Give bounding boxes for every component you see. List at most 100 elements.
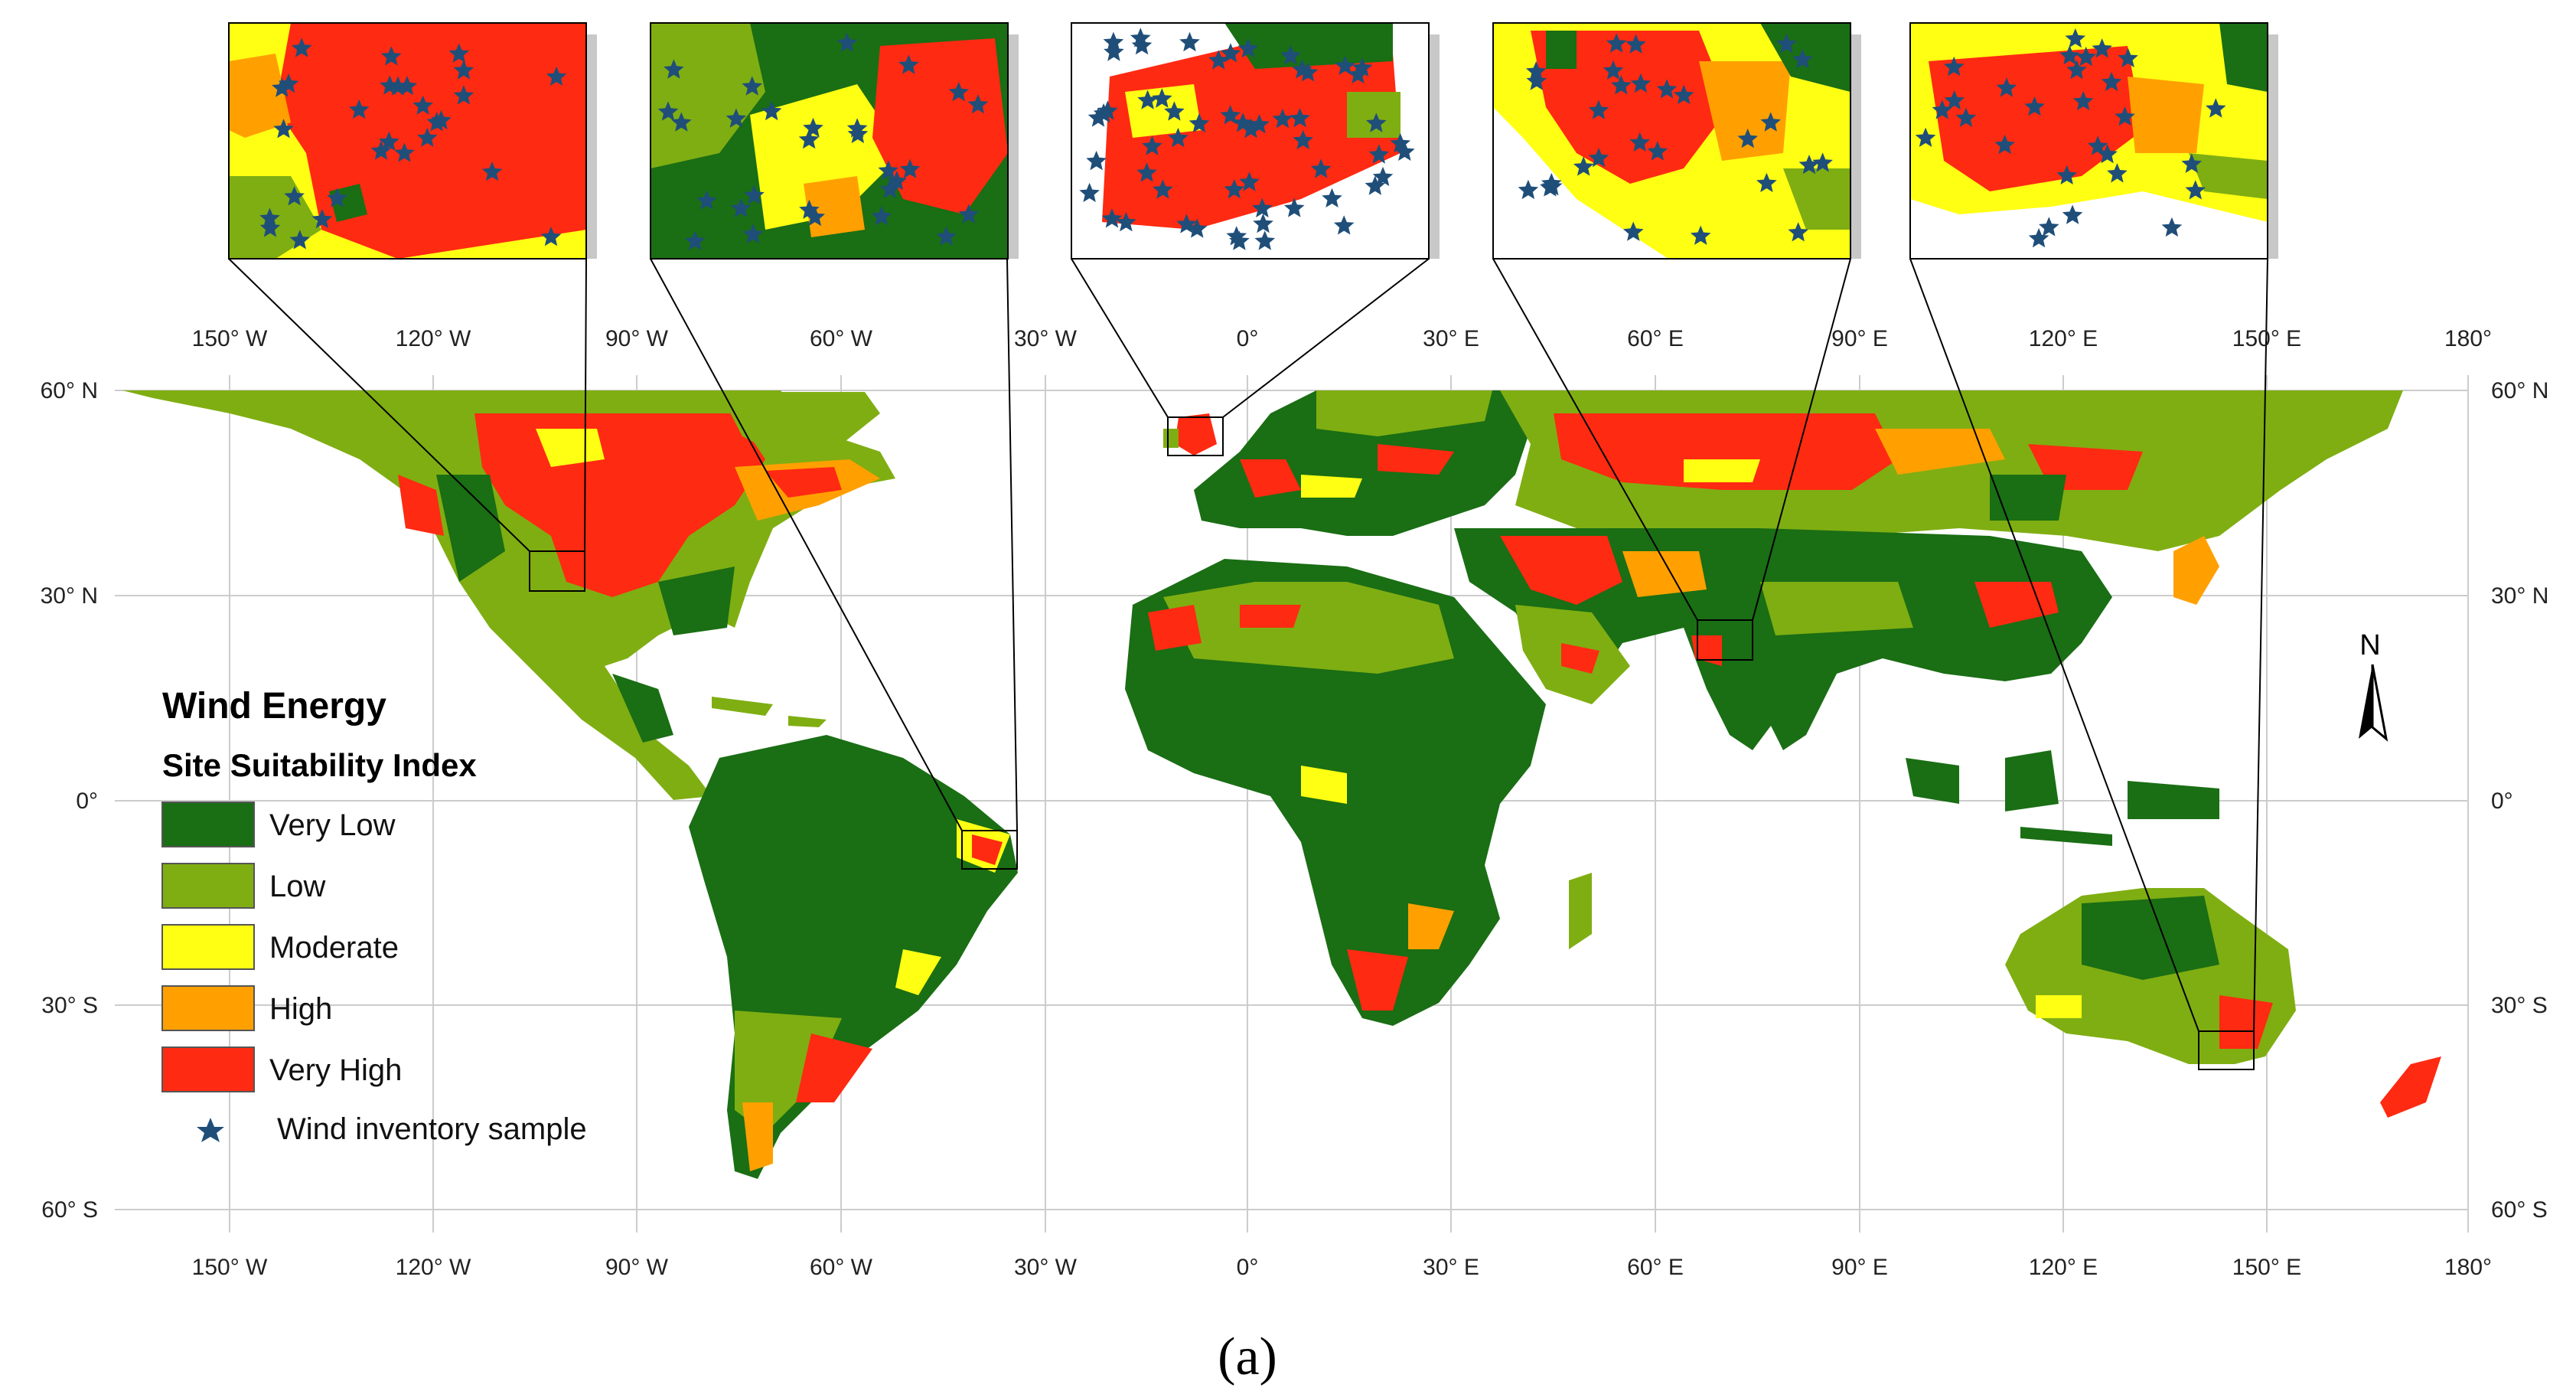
sample-star-icon (2097, 144, 2118, 164)
sample-star-icon (1622, 221, 1644, 241)
caribbean-islands (712, 697, 827, 727)
sample-star-icon (1101, 208, 1123, 228)
sample-star-icon (284, 186, 305, 206)
sample-star-icon (1541, 173, 1562, 193)
legend-class-label: High (269, 992, 332, 1026)
greenland (719, 392, 880, 459)
sample-star-icon (1526, 60, 1547, 80)
sample-star-icon (898, 54, 919, 74)
latitude-tick-right: 60° S (2491, 1197, 2548, 1223)
sample-star-icon (387, 76, 409, 96)
sample-star-icon (453, 60, 474, 80)
legend-swatch (161, 924, 255, 970)
sample-star-icon (1310, 158, 1332, 178)
sample-star-icon (1116, 211, 1136, 232)
longitude-tick-top: 150° W (192, 326, 268, 351)
sample-star-icon (1224, 179, 1245, 199)
sample-star-icon (1239, 171, 1260, 191)
longitude-tick-top: 60° W (810, 326, 873, 351)
legend-sample-label: Wind inventory sample (277, 1112, 587, 1146)
sample-star-icon (886, 171, 908, 191)
sample-star-icon (1168, 127, 1189, 148)
sample-star-icon (1237, 38, 1259, 58)
sample-star-icon (871, 206, 892, 226)
longitude-ticks-top: 150° W 120° W 90° W 60° W 30° W 0° 30° E 60° E 9… (192, 326, 2492, 351)
legend-swatch (161, 1047, 255, 1092)
longitude-tick-bottom: 30° E (1423, 1255, 1479, 1280)
sample-star-icon (1690, 225, 1711, 245)
north-arrow-label: N (2359, 629, 2380, 661)
sample-star-icon (726, 108, 747, 128)
sample-star-icon (1136, 162, 1157, 182)
legend-class-label: Low (269, 870, 325, 903)
sample-star-icon (1798, 155, 1820, 175)
south-america (689, 735, 1018, 1179)
sample-star-icon (1630, 73, 1652, 93)
sample-star-icon (836, 32, 858, 52)
sample-star-icon (1137, 90, 1158, 109)
sample-star-icon (803, 117, 823, 138)
longitude-tick-top: 180° (2444, 326, 2492, 351)
inset-panel-north-america (228, 22, 597, 260)
locator-box-australia (2198, 1030, 2255, 1070)
sample-star-icon (2181, 153, 2203, 173)
sample-star-icon (879, 178, 901, 198)
inset-connector-lines (228, 258, 2268, 1032)
star-icon (197, 1118, 224, 1142)
sample-star-icon (742, 224, 764, 243)
sample-star-icon (1629, 132, 1650, 152)
locator-box-north-america (529, 550, 585, 592)
sample-star-icon (327, 188, 347, 207)
sample-star-icon (761, 100, 782, 121)
sample-star-icon (1573, 156, 1594, 176)
sample-star-icon (1142, 136, 1162, 155)
sample-star-icon (481, 162, 503, 181)
sample-star-icon (878, 160, 899, 180)
legend-sample-entry: Wind inventory sample (197, 1112, 587, 1146)
sample-star-icon (671, 112, 692, 132)
longitude-tick-top: 30° E (1423, 326, 1479, 351)
sample-star-icon (431, 109, 452, 129)
sample-star-icon (1153, 179, 1173, 199)
sample-star-icon (1673, 84, 1694, 105)
sample-star-icon (1611, 75, 1632, 95)
latitude-tick-right: 30° S (2491, 993, 2548, 1018)
north-america (122, 390, 895, 800)
inset-panels (228, 22, 2278, 260)
longitude-ticks-bottom: 150° W 120° W 90° W 60° W 30° W 0° 30° E 60° E 9… (192, 1255, 2492, 1280)
legend-swatch (161, 802, 255, 847)
longitude-tick-bottom: 90° W (605, 1255, 669, 1280)
sample-star-icon (394, 142, 415, 162)
longitude-tick-bottom: 150° W (192, 1255, 268, 1280)
australia (2005, 888, 2296, 1064)
inset-panel-australia (1909, 22, 2278, 260)
sample-star-icon (546, 66, 567, 86)
inset-panel-india (1492, 22, 1861, 260)
sample-star-icon (1186, 218, 1208, 238)
sample-star-icon (1280, 45, 1301, 65)
sample-star-icon (664, 59, 684, 79)
sample-star-icon (696, 190, 717, 210)
north-arrow-icon (2359, 664, 2372, 739)
sample-star-icon (1996, 77, 2017, 97)
legend-title: Wind Energy (162, 686, 386, 727)
sample-star-icon (2065, 28, 2086, 48)
latitude-tick-left: 30° S (41, 993, 98, 1018)
longitude-tick-bottom: 60° E (1627, 1255, 1684, 1280)
sample-star-icon (1943, 56, 1965, 77)
sample-star-icon (1283, 198, 1305, 217)
sample-star-icon (1625, 34, 1646, 54)
locator-box-europe (1167, 416, 1224, 456)
sample-star-icon (742, 76, 763, 96)
sample-star-icon (2024, 96, 2045, 116)
longitude-tick-top: 0° (1237, 326, 1259, 351)
sample-star-icon (1131, 35, 1153, 55)
sample-star-icon (1994, 134, 2015, 155)
sample-star-icon (1333, 215, 1355, 235)
longitude-tick-top: 30° W (1014, 326, 1078, 351)
europe (1163, 390, 1531, 536)
sample-star-icon (1588, 100, 1609, 119)
figure-caption: (a) (1218, 1327, 1277, 1386)
sample-star-icon (1079, 182, 1100, 202)
